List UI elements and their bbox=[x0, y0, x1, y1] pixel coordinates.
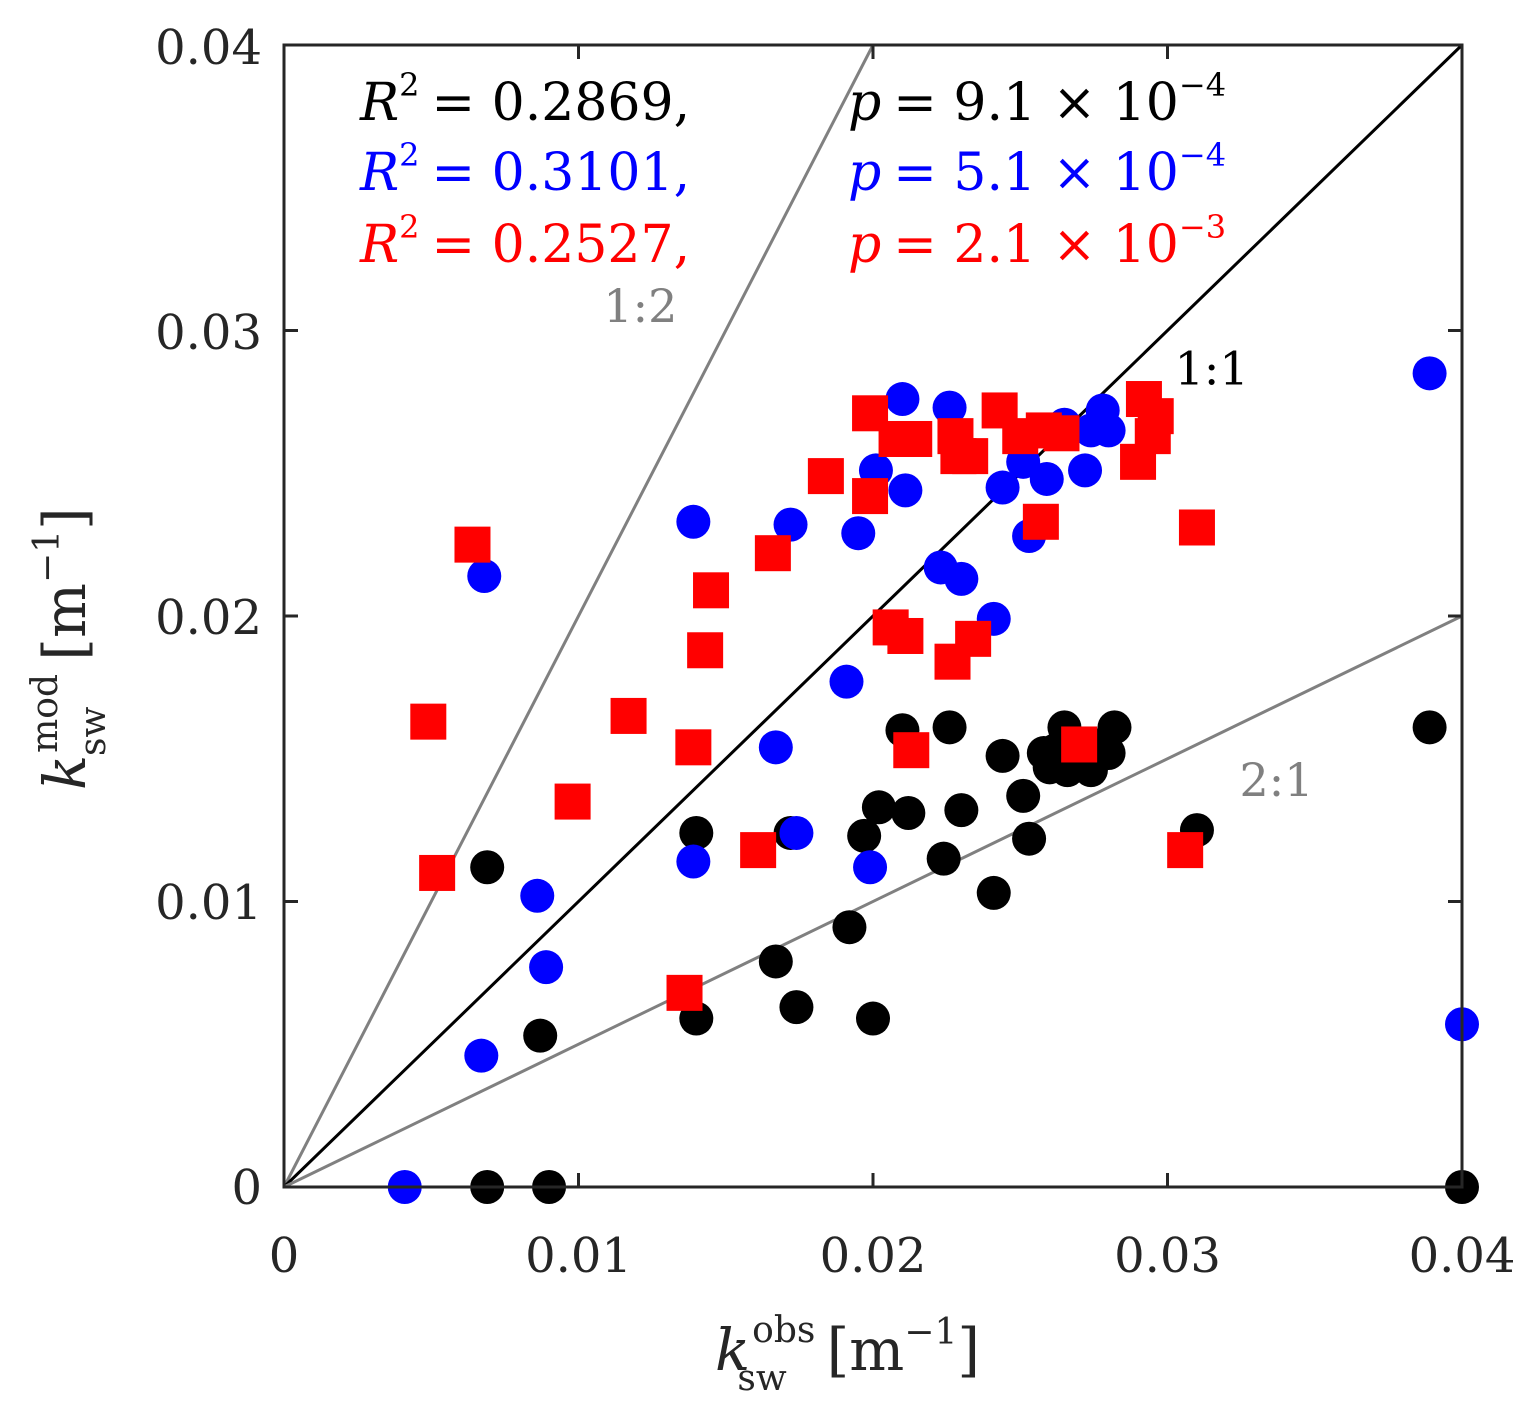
data-point-black bbox=[832, 910, 867, 945]
r2-annotation-red: R2 = 0.2527, bbox=[359, 208, 690, 275]
data-point-black bbox=[1012, 821, 1047, 856]
y-axis-label: kmod sw[m−1] bbox=[25, 507, 114, 790]
data-point-blue bbox=[1091, 413, 1126, 448]
p-annotation-blue: p = 5.1 × 10−4 bbox=[848, 136, 1226, 203]
data-point-black bbox=[779, 990, 814, 1025]
data-point-black bbox=[932, 710, 967, 745]
data-point-black bbox=[1006, 778, 1041, 813]
data-point-red bbox=[1167, 832, 1204, 869]
y-tick-label: 0.01 bbox=[155, 875, 262, 931]
data-point-black bbox=[1412, 710, 1447, 745]
data-point-black bbox=[976, 875, 1011, 910]
reference-line-labels: 1:2 1:1 2:1 bbox=[603, 279, 1313, 807]
data-point-blue bbox=[676, 504, 711, 539]
data-point-red bbox=[610, 697, 647, 734]
data-point-red bbox=[807, 458, 844, 495]
data-point-black bbox=[856, 1001, 890, 1036]
data-point-red bbox=[454, 526, 491, 563]
x-tick-label: 0.03 bbox=[1114, 1228, 1221, 1284]
data-point-red bbox=[419, 854, 456, 891]
data-point-red bbox=[666, 974, 703, 1011]
data-point-red bbox=[852, 478, 889, 515]
reference-line-label: 1:1 bbox=[1175, 342, 1249, 396]
data-point-black bbox=[679, 815, 714, 850]
y-tick-labels: 0 0.01 0.02 0.03 0.04 bbox=[155, 20, 262, 1216]
data-point-red bbox=[1137, 398, 1174, 435]
data-point-blue bbox=[467, 559, 502, 594]
data-point-blue bbox=[520, 878, 555, 913]
data-point-red bbox=[693, 572, 730, 609]
data-point-red bbox=[1178, 509, 1215, 546]
data-point-blue bbox=[1029, 461, 1064, 496]
r2-annotation-blue: R2 = 0.3101, bbox=[359, 136, 690, 203]
axis-ticks bbox=[282, 43, 1464, 1189]
data-point-red bbox=[887, 617, 924, 654]
data-point-red bbox=[893, 732, 930, 769]
data-point-red bbox=[1022, 503, 1059, 540]
data-point-red bbox=[896, 420, 933, 457]
y-tick-label: 0.04 bbox=[155, 20, 262, 76]
data-point-black bbox=[891, 795, 926, 830]
data-point-blue bbox=[885, 382, 920, 417]
x-tick-label: 0.01 bbox=[525, 1228, 632, 1284]
data-point-blue bbox=[888, 473, 923, 508]
data-point-red bbox=[952, 438, 989, 475]
data-point-red bbox=[955, 620, 992, 657]
x-tick-label: 0.04 bbox=[1409, 1228, 1516, 1284]
x-tick-labels: 0 0.01 0.02 0.03 0.04 bbox=[269, 1228, 1516, 1284]
reference-line-label: 1:2 bbox=[603, 279, 677, 333]
data-point-red bbox=[754, 535, 791, 572]
data-point-blue bbox=[1412, 356, 1447, 391]
reference-line-1-2 bbox=[282, 44, 875, 1188]
data-point-blue bbox=[758, 730, 793, 765]
data-point-black bbox=[847, 818, 882, 853]
data-point-black bbox=[523, 1018, 558, 1053]
data-point-blue bbox=[464, 1038, 499, 1073]
data-point-blue bbox=[944, 561, 979, 596]
data-point-blue bbox=[985, 470, 1020, 505]
data-point-blue bbox=[853, 850, 888, 885]
data-point-red bbox=[410, 703, 447, 740]
p-annotation-red: p = 2.1 × 10−3 bbox=[848, 208, 1226, 275]
reference-line-label: 2:1 bbox=[1239, 753, 1313, 807]
data-point-black bbox=[1097, 710, 1132, 745]
data-point-blue bbox=[676, 844, 711, 879]
data-point-blue bbox=[529, 950, 564, 985]
stats-annotations: R2 = 0.2869, p = 9.1 × 10−4 R2 = 0.3101, p =… bbox=[359, 66, 1226, 275]
data-point-blue bbox=[841, 516, 876, 551]
p-annotation-black: p = 9.1 × 10−4 bbox=[848, 66, 1226, 133]
data-point-red bbox=[675, 729, 712, 766]
data-point-blue bbox=[932, 390, 967, 425]
data-point-blue bbox=[829, 664, 864, 699]
data-point-blue bbox=[779, 815, 814, 850]
data-point-red bbox=[740, 832, 777, 869]
x-axis-label: kobs sw [m−1] bbox=[715, 1310, 980, 1399]
r2-annotation-black: R2 = 0.2869, bbox=[359, 66, 690, 133]
data-point-black bbox=[861, 790, 896, 825]
data-point-black bbox=[470, 850, 505, 885]
data-point-black bbox=[758, 944, 793, 979]
data-point-blue bbox=[773, 507, 808, 542]
data-point-black bbox=[1091, 736, 1126, 771]
y-tick-label: 0.03 bbox=[155, 305, 262, 361]
y-tick-label: 0.02 bbox=[155, 590, 262, 646]
data-point-red bbox=[1043, 415, 1080, 452]
x-tick-label: 0 bbox=[269, 1228, 300, 1284]
data-point-black bbox=[926, 841, 961, 876]
x-tick-label: 0.02 bbox=[820, 1228, 927, 1284]
reference-line-2-1 bbox=[283, 614, 1463, 1189]
data-point-blue bbox=[1068, 453, 1103, 488]
data-point-red bbox=[554, 783, 591, 820]
data-point-red bbox=[687, 632, 724, 669]
data-point-black bbox=[985, 738, 1020, 773]
y-tick-label: 0 bbox=[231, 1160, 262, 1216]
data-point-black bbox=[944, 793, 979, 828]
data-point-red bbox=[1061, 726, 1098, 763]
data-markers bbox=[387, 356, 1479, 1204]
